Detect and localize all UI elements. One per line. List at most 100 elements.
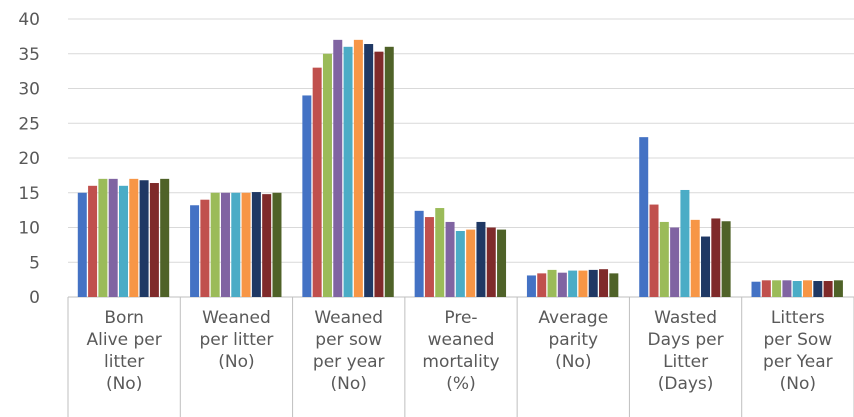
bar [486, 227, 496, 297]
bar [599, 269, 609, 297]
bar [312, 67, 322, 298]
category-label-line: Days per [648, 330, 724, 350]
bar [160, 178, 170, 297]
category-label-line: weaned [428, 330, 495, 350]
category-label-line: per Sow [763, 330, 832, 350]
category-label-line: Litter [663, 352, 708, 372]
bar [251, 192, 261, 297]
bar [649, 204, 659, 297]
bar [231, 192, 241, 297]
category-label-line: per year [313, 352, 385, 372]
category-label-line: Alive per [87, 330, 162, 350]
bar [721, 221, 731, 297]
y-tick-label: 20 [18, 149, 40, 169]
y-tick-label: 10 [18, 219, 40, 239]
bar [803, 280, 813, 297]
bar [210, 192, 220, 297]
bar [690, 219, 700, 297]
category-label-line: (No) [218, 352, 254, 372]
bar [537, 273, 547, 297]
bar [578, 270, 588, 297]
bar [241, 192, 251, 297]
bar [455, 230, 465, 297]
y-tick-label: 40 [18, 10, 40, 30]
bar [262, 194, 272, 297]
bar [190, 205, 200, 297]
bar [88, 185, 98, 297]
category-label-line: Wasted [654, 308, 717, 328]
category-label-line: (No) [780, 374, 816, 394]
category-label-line: (No) [555, 352, 591, 372]
category-label-line: per Year [763, 352, 833, 372]
category-labels: Born Alive per litter (No)Weaned per litter(… [87, 308, 833, 394]
bar [466, 229, 476, 297]
bar [343, 46, 353, 297]
bar [414, 210, 424, 297]
bar [670, 227, 680, 297]
category-label-line: parity [548, 330, 598, 350]
bar [98, 178, 108, 297]
bar [445, 221, 455, 297]
y-tick-label: 30 [18, 80, 40, 100]
bar [200, 199, 210, 297]
category-label-line: Weaned [202, 308, 271, 328]
bars [77, 39, 843, 298]
bar [639, 137, 649, 297]
category-label: Weaned per litter (No) [199, 308, 273, 372]
bar [476, 221, 486, 297]
bar [772, 280, 782, 297]
bar [118, 185, 128, 297]
bar [813, 281, 823, 297]
bar [333, 39, 343, 297]
bar [701, 236, 711, 297]
bar [659, 221, 669, 297]
bar [497, 229, 507, 297]
bar [711, 218, 721, 297]
bar [129, 178, 139, 297]
category-label-line: (No) [331, 374, 367, 394]
category-label-line: Weaned [314, 308, 383, 328]
category-label-line: Born [104, 308, 144, 328]
y-tick-label: 15 [18, 184, 40, 204]
bar [526, 275, 536, 297]
bar [384, 46, 394, 297]
bar [272, 192, 282, 297]
y-tick-label: 35 [18, 45, 40, 65]
bar [751, 281, 761, 297]
category-label: Litters per Sow per Year (No) [763, 308, 833, 394]
category-label: Weaned per sow per year (No) [313, 308, 385, 394]
y-tick-label: 25 [18, 114, 40, 134]
category-label: Wasted Days per Litter (Days) [648, 308, 724, 394]
category-label-line: per litter [199, 330, 273, 350]
category-label-line: Litters [771, 308, 825, 328]
category-label-line: Pre- [444, 308, 477, 328]
category-label: Average parity (No) [538, 308, 608, 372]
y-axis-tick-labels: 0 5 10 15 20 25 30 35 40 [18, 10, 40, 308]
bar [568, 270, 578, 297]
bar [833, 280, 843, 297]
category-label-line: (%) [446, 374, 475, 394]
category-label: Pre-weaned mortality (%) [422, 308, 499, 394]
bar [220, 192, 230, 297]
bar [792, 281, 802, 297]
bar [424, 217, 434, 297]
category-label-line: (No) [106, 374, 142, 394]
category-label-line: per sow [315, 330, 382, 350]
bar [139, 180, 149, 297]
bar [302, 95, 312, 297]
category-label-line: litter [104, 352, 144, 372]
bar [353, 39, 363, 297]
category-label-line: mortality [422, 352, 499, 372]
bar [435, 208, 445, 297]
bar [77, 192, 87, 297]
bar [322, 53, 332, 297]
bar [547, 269, 557, 297]
y-tick-label: 0 [29, 288, 40, 308]
bar [108, 178, 118, 297]
category-label-line: Average [538, 308, 608, 328]
bar [557, 272, 567, 297]
bar [609, 273, 619, 297]
bar [823, 281, 833, 297]
bar [761, 280, 771, 297]
category-label: Born Alive per litter (No) [87, 308, 162, 394]
